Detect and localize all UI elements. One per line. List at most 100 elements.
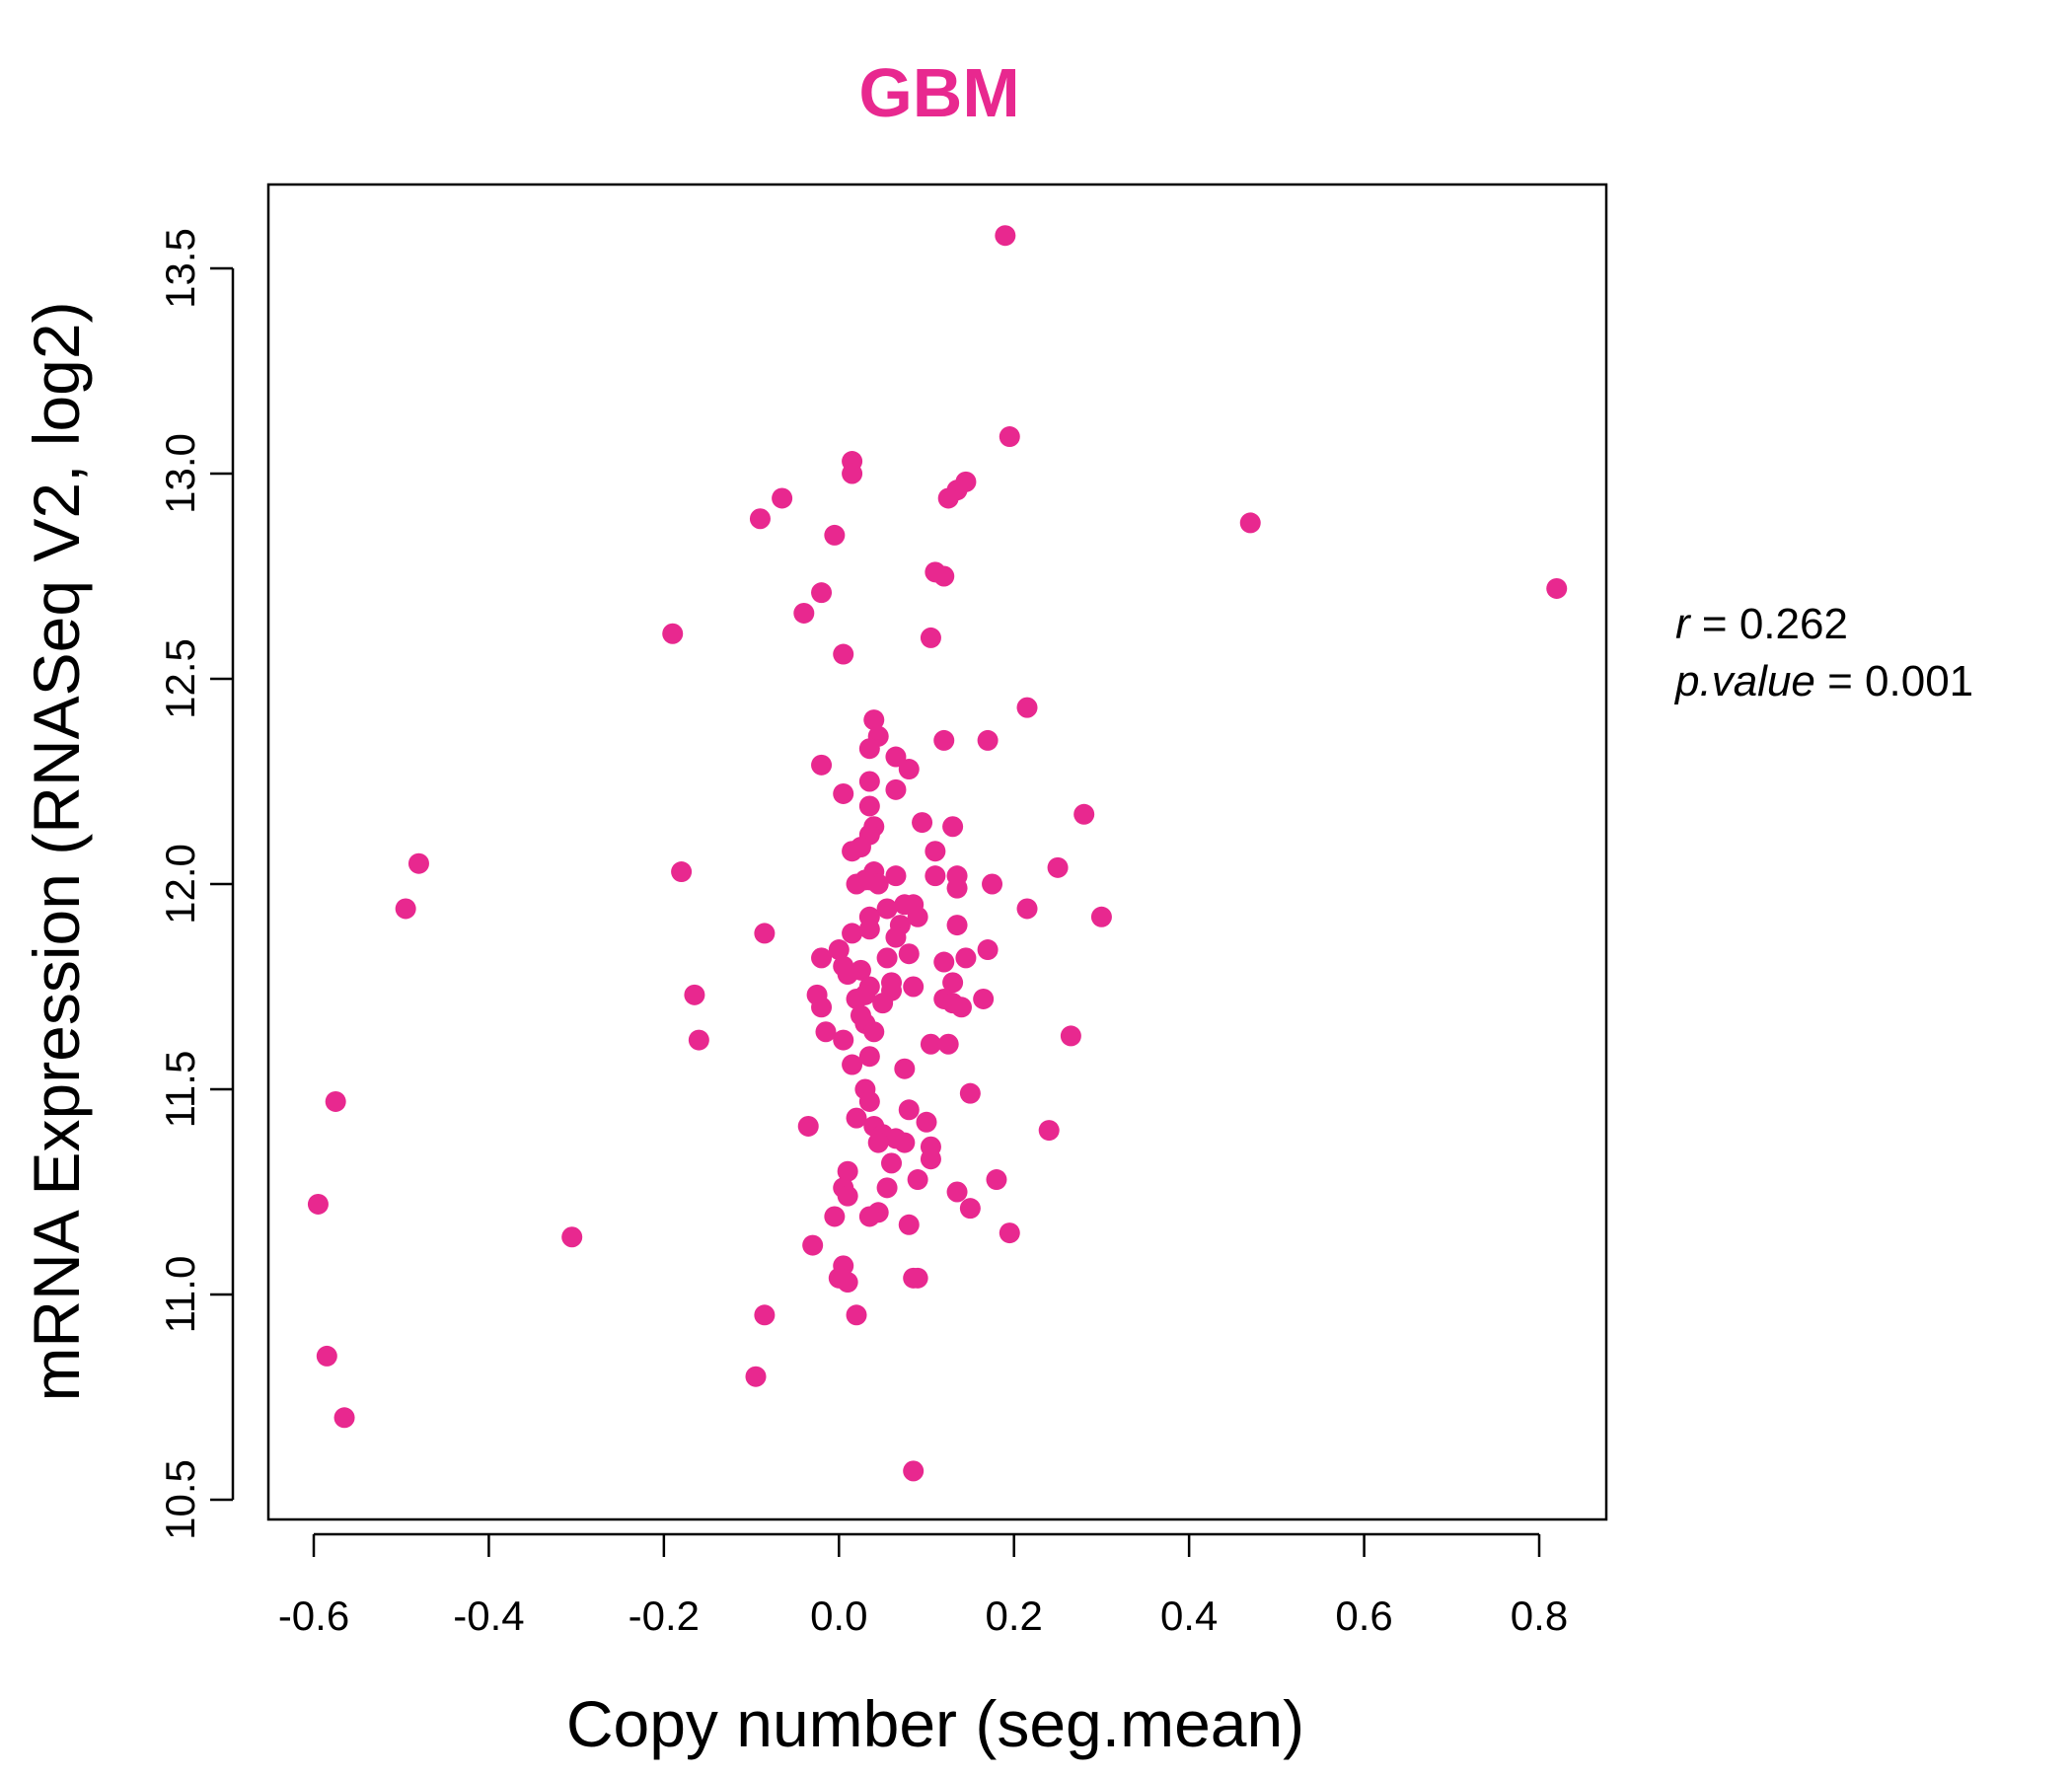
data-point bbox=[885, 926, 907, 948]
data-point bbox=[1060, 1025, 1081, 1047]
data-point bbox=[837, 1185, 858, 1207]
data-point bbox=[811, 582, 833, 604]
data-point bbox=[959, 1082, 981, 1104]
data-point bbox=[837, 1160, 858, 1182]
data-point bbox=[898, 943, 920, 965]
data-point bbox=[872, 993, 894, 1014]
data-point bbox=[842, 841, 863, 862]
data-point bbox=[916, 1111, 937, 1133]
data-point bbox=[811, 947, 833, 969]
data-point bbox=[885, 865, 907, 887]
data-point bbox=[1016, 898, 1038, 920]
data-point bbox=[772, 487, 793, 509]
data-point bbox=[946, 915, 968, 936]
data-point bbox=[395, 898, 416, 920]
y-tick-label: 10.5 bbox=[157, 1459, 203, 1540]
x-tick-label: 0.4 bbox=[1160, 1592, 1218, 1639]
data-point bbox=[561, 1226, 583, 1248]
data-point bbox=[912, 812, 933, 834]
y-tick-label: 13.0 bbox=[157, 433, 203, 514]
data-point bbox=[920, 1148, 941, 1170]
data-point bbox=[903, 976, 925, 998]
data-point bbox=[925, 865, 946, 887]
p-value-stat: p.value = 0.001 bbox=[1673, 657, 1973, 705]
data-point bbox=[307, 1193, 329, 1215]
data-point bbox=[797, 1115, 819, 1137]
data-point bbox=[920, 1033, 941, 1055]
data-point bbox=[942, 972, 964, 994]
data-point bbox=[982, 873, 1003, 895]
data-point bbox=[973, 988, 995, 1009]
x-axis-label: Copy number (seg.mean) bbox=[566, 1687, 1304, 1760]
data-point bbox=[858, 771, 880, 792]
data-point bbox=[837, 1272, 858, 1294]
data-point bbox=[846, 1304, 867, 1326]
p-equals: = bbox=[1815, 657, 1865, 705]
r-label: r bbox=[1675, 600, 1692, 648]
data-point bbox=[942, 816, 964, 838]
x-tick-label: 0.6 bbox=[1335, 1592, 1392, 1639]
r-equals: = bbox=[1690, 600, 1739, 648]
y-tick-label: 12.5 bbox=[157, 638, 203, 719]
data-point bbox=[863, 709, 885, 731]
p-value: 0.001 bbox=[1865, 657, 1973, 705]
data-point bbox=[955, 947, 977, 969]
data-point bbox=[925, 841, 946, 862]
data-point bbox=[684, 984, 705, 1005]
data-point bbox=[671, 861, 693, 883]
data-point bbox=[937, 487, 959, 509]
r-value: 0.262 bbox=[1739, 600, 1848, 648]
x-tick-label: -0.6 bbox=[278, 1592, 349, 1639]
x-axis: -0.6 -0.4 -0.2 0.0 0.2 0.4 0.6 0.8 bbox=[278, 1532, 1568, 1639]
y-tick-label: 13.5 bbox=[157, 228, 203, 309]
p-value-label: p.value bbox=[1673, 657, 1815, 705]
data-point bbox=[999, 426, 1020, 448]
data-point bbox=[898, 1099, 920, 1121]
data-point bbox=[950, 997, 972, 1018]
data-point bbox=[881, 1152, 903, 1174]
data-point bbox=[907, 906, 928, 927]
data-point bbox=[833, 782, 854, 804]
data-point bbox=[1546, 577, 1568, 599]
data-point bbox=[1090, 906, 1112, 927]
data-point bbox=[854, 869, 876, 891]
data-point bbox=[811, 997, 833, 1018]
data-point bbox=[1073, 803, 1095, 825]
data-point bbox=[662, 623, 684, 644]
data-point bbox=[811, 754, 833, 776]
data-point bbox=[842, 1054, 863, 1075]
data-point bbox=[793, 602, 815, 624]
data-point bbox=[833, 643, 854, 665]
data-point bbox=[933, 951, 955, 973]
x-tick-label: 0.2 bbox=[986, 1592, 1043, 1639]
data-point bbox=[1239, 512, 1261, 534]
data-point bbox=[867, 1132, 889, 1153]
data-point bbox=[876, 947, 898, 969]
data-point bbox=[995, 225, 1016, 247]
data-point bbox=[977, 939, 999, 961]
data-point bbox=[933, 729, 955, 751]
data-point bbox=[754, 923, 776, 944]
data-point bbox=[986, 1169, 1007, 1191]
data-point bbox=[688, 1029, 709, 1051]
data-point bbox=[858, 1206, 880, 1227]
data-point bbox=[999, 1222, 1020, 1244]
data-point bbox=[824, 1206, 846, 1227]
data-point bbox=[802, 1234, 824, 1256]
data-point bbox=[842, 463, 863, 484]
data-point bbox=[885, 746, 907, 768]
data-point bbox=[858, 795, 880, 817]
data-point bbox=[858, 738, 880, 760]
data-point bbox=[749, 508, 771, 530]
y-tick-label: 12.0 bbox=[157, 844, 203, 925]
data-point bbox=[885, 778, 907, 800]
data-point bbox=[907, 1169, 928, 1191]
data-point bbox=[959, 1198, 981, 1220]
data-point bbox=[824, 524, 846, 546]
data-point bbox=[1047, 856, 1069, 878]
data-point bbox=[754, 1304, 776, 1326]
x-tick-label: -0.2 bbox=[629, 1592, 700, 1639]
data-point bbox=[898, 759, 920, 780]
data-point bbox=[837, 964, 858, 986]
